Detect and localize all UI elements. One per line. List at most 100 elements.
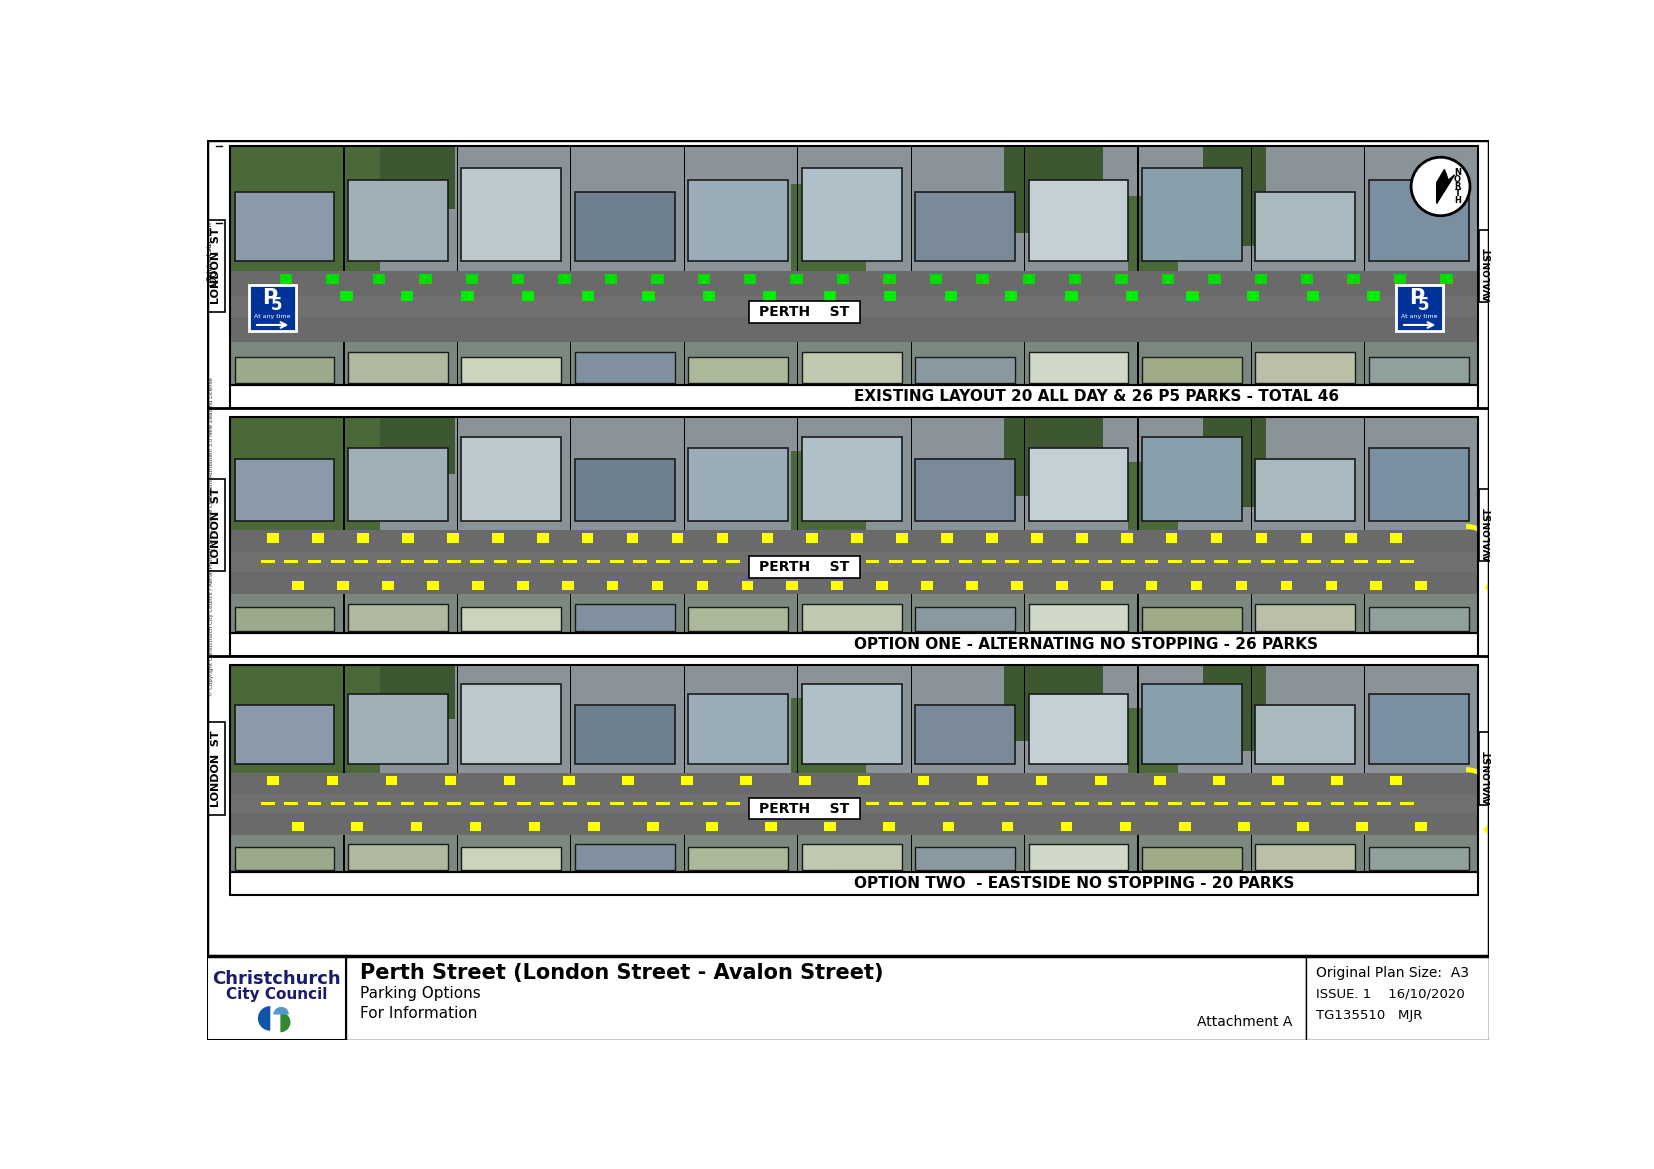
Bar bbox=[284, 802, 298, 805]
Bar bbox=[610, 802, 624, 805]
FancyBboxPatch shape bbox=[749, 798, 860, 819]
Bar bbox=[1068, 275, 1082, 284]
Bar bbox=[1239, 822, 1250, 831]
Bar bbox=[1284, 560, 1298, 563]
Bar bbox=[1141, 608, 1242, 631]
Bar bbox=[230, 146, 1477, 385]
Bar bbox=[230, 530, 1477, 594]
Bar bbox=[461, 436, 561, 520]
Bar bbox=[858, 776, 870, 786]
Bar bbox=[688, 608, 787, 631]
Bar bbox=[877, 581, 888, 590]
Text: ST: ST bbox=[1484, 750, 1494, 765]
Bar bbox=[1325, 581, 1336, 590]
Bar bbox=[268, 533, 280, 542]
Bar bbox=[207, 146, 230, 431]
Bar bbox=[1297, 822, 1308, 831]
Bar bbox=[935, 560, 949, 563]
Bar bbox=[562, 776, 574, 786]
Text: EXISTING LAYOUT 20 ALL DAY & 26 P5 PARKS - TOTAL 46: EXISTING LAYOUT 20 ALL DAY & 26 P5 PARKS… bbox=[853, 389, 1340, 404]
Bar bbox=[642, 291, 655, 300]
Bar bbox=[1237, 560, 1252, 563]
Circle shape bbox=[1411, 157, 1470, 216]
Bar bbox=[357, 533, 369, 542]
Bar bbox=[819, 802, 834, 805]
Bar bbox=[1115, 275, 1128, 284]
Bar bbox=[1168, 802, 1181, 805]
Bar bbox=[633, 802, 647, 805]
Bar bbox=[749, 560, 762, 563]
Bar bbox=[1128, 462, 1178, 530]
Bar bbox=[308, 802, 321, 805]
Bar bbox=[915, 193, 1016, 261]
Bar bbox=[633, 560, 647, 563]
Bar bbox=[1006, 560, 1019, 563]
Bar bbox=[792, 184, 867, 270]
Bar bbox=[337, 581, 349, 590]
Text: H: H bbox=[1454, 196, 1460, 205]
Bar bbox=[1391, 533, 1403, 542]
Bar bbox=[576, 459, 675, 520]
Bar bbox=[824, 291, 835, 300]
Bar bbox=[230, 146, 1477, 270]
Bar bbox=[400, 291, 414, 300]
Bar bbox=[716, 533, 728, 542]
Bar bbox=[959, 802, 973, 805]
Bar bbox=[1029, 448, 1128, 520]
Bar bbox=[842, 560, 857, 563]
Bar bbox=[1166, 533, 1178, 542]
Bar bbox=[1370, 848, 1469, 870]
Bar bbox=[1255, 533, 1267, 542]
Bar bbox=[796, 802, 810, 805]
Bar bbox=[1029, 603, 1128, 631]
Bar bbox=[380, 146, 455, 208]
Bar bbox=[1011, 581, 1022, 590]
Bar bbox=[1191, 560, 1206, 563]
Bar bbox=[1211, 533, 1222, 542]
Bar bbox=[647, 822, 658, 831]
Bar bbox=[796, 560, 810, 563]
Bar bbox=[1302, 275, 1313, 284]
Bar bbox=[1141, 357, 1242, 382]
Bar bbox=[354, 560, 367, 563]
Bar bbox=[1401, 560, 1414, 563]
Bar bbox=[1060, 822, 1072, 831]
Bar bbox=[1022, 275, 1035, 284]
Bar bbox=[1353, 560, 1368, 563]
FancyBboxPatch shape bbox=[749, 302, 860, 323]
Bar bbox=[587, 560, 600, 563]
Bar bbox=[1331, 776, 1343, 786]
FancyBboxPatch shape bbox=[207, 722, 225, 815]
Bar bbox=[539, 560, 554, 563]
Bar bbox=[465, 275, 478, 284]
Bar bbox=[888, 560, 903, 563]
Bar bbox=[1029, 694, 1128, 765]
Bar bbox=[1255, 275, 1267, 284]
Bar bbox=[230, 665, 1477, 773]
Bar bbox=[703, 802, 716, 805]
Bar bbox=[1237, 802, 1252, 805]
Bar bbox=[461, 848, 561, 870]
Bar bbox=[1154, 776, 1166, 786]
Bar bbox=[1280, 581, 1292, 590]
Bar bbox=[493, 560, 508, 563]
Bar bbox=[1161, 275, 1174, 284]
Bar bbox=[944, 291, 958, 300]
Bar bbox=[230, 665, 380, 773]
Bar bbox=[1004, 146, 1103, 234]
Bar bbox=[564, 560, 577, 563]
Bar bbox=[792, 451, 867, 530]
Bar bbox=[230, 296, 1477, 317]
Bar bbox=[447, 802, 461, 805]
Bar bbox=[1353, 802, 1368, 805]
Bar bbox=[1370, 180, 1469, 261]
Bar bbox=[1236, 581, 1247, 590]
Bar bbox=[1348, 275, 1360, 284]
Bar bbox=[610, 560, 624, 563]
Bar bbox=[461, 684, 561, 765]
Bar bbox=[1029, 844, 1128, 870]
Bar bbox=[461, 291, 473, 300]
Bar bbox=[622, 776, 633, 786]
Text: Attachment A: Attachment A bbox=[1197, 1015, 1292, 1029]
Bar bbox=[1255, 193, 1355, 261]
